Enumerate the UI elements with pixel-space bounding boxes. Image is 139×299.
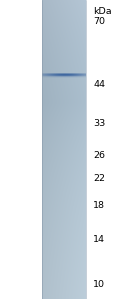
Text: kDa: kDa <box>93 7 112 16</box>
Text: 10: 10 <box>93 280 105 289</box>
Text: 18: 18 <box>93 201 105 210</box>
Text: 70: 70 <box>93 17 105 26</box>
Text: 44: 44 <box>93 80 105 89</box>
Text: 33: 33 <box>93 119 105 128</box>
Text: 26: 26 <box>93 151 105 160</box>
Text: 22: 22 <box>93 173 105 183</box>
Text: 14: 14 <box>93 235 105 244</box>
